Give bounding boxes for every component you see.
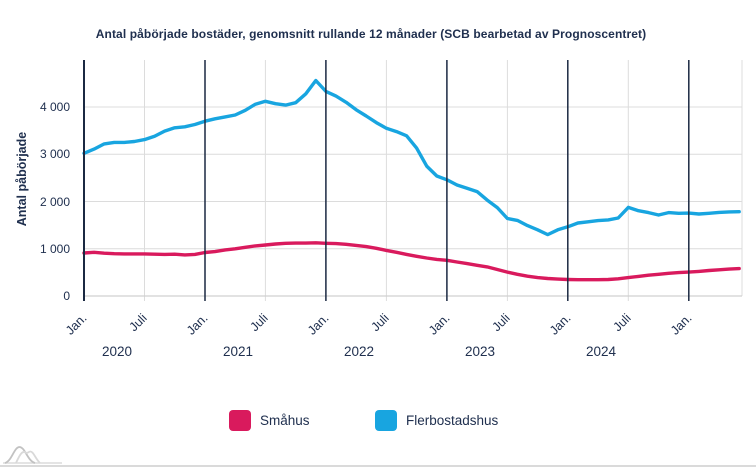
year-label: 2023: [464, 344, 496, 359]
y-axis-title: Antal påbörjade: [15, 131, 29, 227]
y-tick-label: 0: [63, 289, 70, 303]
y-tick-label: 4 000: [39, 100, 70, 114]
year-label: 2021: [222, 344, 254, 359]
year-label: 2024: [585, 344, 617, 359]
legend-label: Flerbostadshus: [406, 413, 499, 428]
legend-label: Småhus: [260, 413, 310, 428]
legend-swatch: [229, 410, 251, 431]
series-line-sm-hus[interactable]: [82, 241, 741, 282]
legend-item-flerbostadshus[interactable]: Flerbostadshus: [375, 410, 498, 431]
year-label: 2022: [343, 344, 375, 359]
legend-item-sm-hus[interactable]: Småhus: [229, 410, 310, 431]
logo-curves-icon: [3, 446, 62, 464]
y-tick-label: 1 000: [39, 242, 70, 256]
chart-title: Antal påbörjade bostäder, genomsnitt rul…: [95, 27, 647, 41]
y-tick-label: 2 000: [39, 195, 70, 209]
legend-swatch: [375, 410, 397, 431]
series-line-flerbostadshus[interactable]: [82, 78, 741, 237]
year-label: 2020: [101, 344, 133, 359]
y-tick-label: 3 000: [39, 147, 70, 161]
bottom-divider: [0, 465, 756, 467]
